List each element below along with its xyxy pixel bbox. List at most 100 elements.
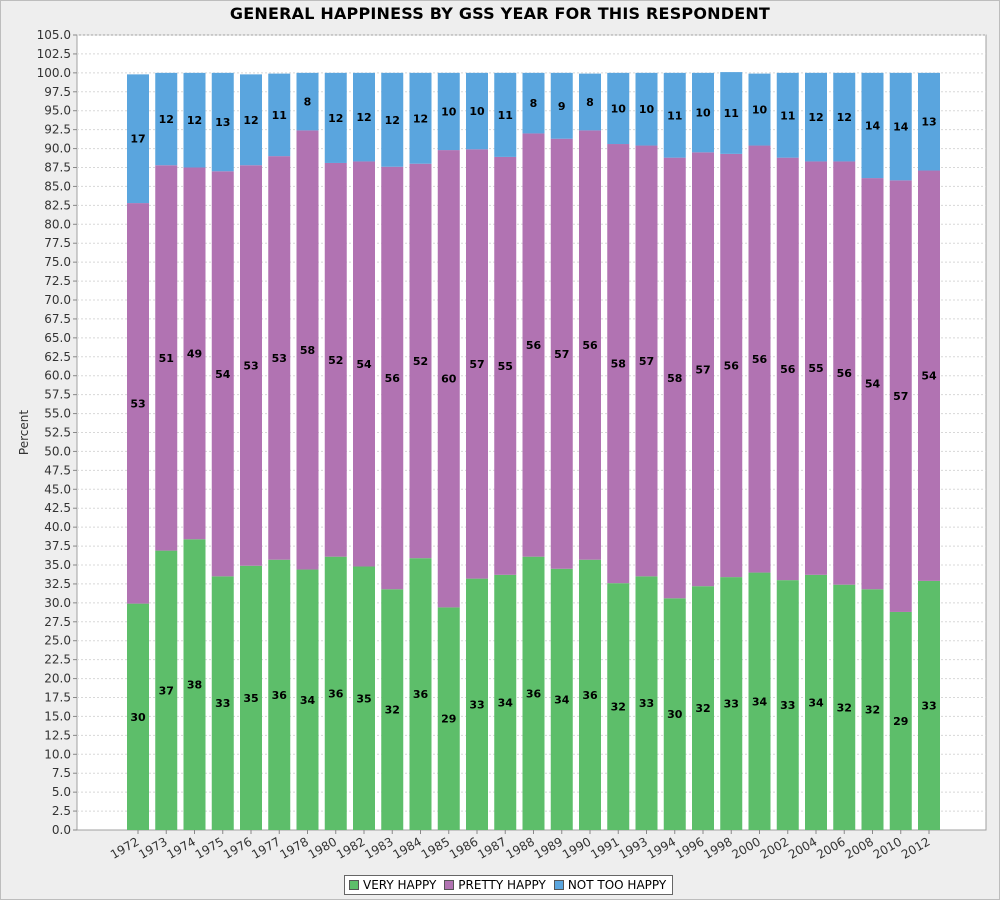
data-label-very-happy: 34: [808, 696, 824, 709]
data-label-pretty-happy: 57: [639, 355, 654, 368]
bar-pretty-happy: [296, 130, 319, 570]
bar-not-too-happy: [240, 74, 262, 166]
y-axis-label: Percent: [17, 410, 31, 455]
y-tick-label: 90.0: [44, 142, 71, 156]
x-tick-label: 1985: [419, 834, 452, 861]
y-tick-label: 7.5: [52, 766, 71, 780]
data-label-not-too-happy: 11: [667, 109, 682, 122]
legend-item-pretty-happy: PRETTY HAPPY: [444, 878, 546, 892]
legend: VERY HAPPY PRETTY HAPPY NOT TOO HAPPY: [344, 875, 674, 895]
data-label-not-too-happy: 14: [893, 121, 909, 134]
y-tick-label: 77.5: [44, 236, 71, 250]
x-tick-label: 1996: [673, 834, 706, 861]
data-label-pretty-happy: 57: [893, 390, 908, 403]
bar-not-too-happy: [607, 72, 630, 145]
bar-very-happy: [155, 550, 178, 830]
y-tick-label: 37.5: [44, 539, 71, 553]
data-label-pretty-happy: 58: [667, 372, 682, 385]
data-label-pretty-happy: 60: [441, 373, 457, 386]
bar-pretty-happy: [183, 167, 206, 540]
bar-pretty-happy: [776, 157, 799, 581]
x-tick-label: 1987: [475, 834, 508, 861]
bar-very-happy: [720, 577, 743, 830]
bar-not-too-happy: [748, 73, 771, 146]
bar-not-too-happy: [861, 72, 884, 179]
data-label-not-too-happy: 12: [385, 114, 400, 127]
bar-very-happy: [776, 580, 799, 830]
data-label-pretty-happy: 57: [554, 348, 569, 361]
data-label-pretty-happy: 57: [695, 363, 710, 376]
data-label-not-too-happy: 11: [780, 109, 795, 122]
bar-not-too-happy: [127, 74, 149, 204]
y-tick-label: 0.0: [52, 823, 71, 837]
legend-swatch-very-happy: [349, 880, 359, 890]
x-tick-label: 2004: [786, 834, 819, 861]
x-tick-label: 1977: [249, 834, 282, 861]
x-tick-label: 1975: [193, 834, 226, 861]
data-label-very-happy: 33: [780, 699, 795, 712]
x-tick-label: 2002: [758, 834, 791, 861]
data-label-pretty-happy: 54: [215, 368, 231, 381]
bar-not-too-happy: [833, 72, 856, 162]
data-label-not-too-happy: 8: [304, 96, 312, 109]
y-axis: 0.0 2.5 5.0 7.5 10.0 12.5 15.0 17.5 20.0 22.5 25.0…: [37, 28, 77, 837]
data-label-very-happy: 34: [498, 696, 514, 709]
data-label-pretty-happy: 58: [300, 344, 315, 357]
y-tick-label: 32.5: [44, 577, 71, 591]
x-tick-label: 1989: [532, 834, 565, 861]
bar-not-too-happy: [805, 72, 827, 162]
x-tick-label: 2010: [871, 834, 904, 861]
legend-label-pretty-happy: PRETTY HAPPY: [458, 878, 546, 892]
bar-very-happy: [127, 603, 149, 830]
y-tick-label: 25.0: [44, 634, 71, 648]
data-label-not-too-happy: 17: [130, 133, 145, 146]
bar-very-happy: [522, 556, 545, 830]
bar-very-happy: [692, 586, 714, 830]
bar-very-happy: [889, 611, 912, 830]
y-tick-label: 50.0: [44, 444, 71, 458]
y-tick-label: 80.0: [44, 217, 71, 231]
bar-pretty-happy: [550, 138, 573, 569]
bar-not-too-happy: [324, 72, 347, 163]
data-label-very-happy: 34: [554, 693, 570, 706]
x-tick-label: 2000: [730, 834, 763, 861]
bar-not-too-happy: [522, 72, 545, 134]
data-label-pretty-happy: 56: [724, 359, 740, 372]
data-label-pretty-happy: 52: [413, 355, 428, 368]
bar-not-too-happy: [211, 72, 234, 172]
data-label-pretty-happy: 56: [582, 339, 598, 352]
bar-not-too-happy: [466, 72, 488, 150]
y-tick-label: 72.5: [44, 274, 71, 288]
bar-pretty-happy: [240, 165, 262, 566]
bar-not-too-happy: [437, 72, 460, 151]
bar-very-happy: [579, 559, 601, 830]
bars-group: 30 53 17 37 51 12 38 49 12 33 54 13 35 53 12 36 53 11 34 58…: [127, 72, 940, 830]
data-label-not-too-happy: 12: [328, 112, 343, 125]
data-label-very-happy: 38: [187, 679, 202, 692]
bar-very-happy: [296, 569, 319, 830]
bar-not-too-happy: [918, 72, 940, 171]
x-tick-label: 1998: [701, 834, 734, 861]
bar-very-happy: [833, 584, 856, 830]
y-tick-label: 97.5: [44, 85, 71, 99]
data-label-very-happy: 36: [272, 689, 288, 702]
x-tick-label: 1988: [504, 834, 537, 861]
data-label-pretty-happy: 55: [808, 362, 823, 375]
y-tick-label: 65.0: [44, 331, 71, 345]
bar-pretty-happy: [522, 133, 545, 557]
bar-very-happy: [240, 565, 262, 830]
data-label-very-happy: 33: [469, 698, 484, 711]
data-label-pretty-happy: 49: [187, 347, 202, 360]
bar-not-too-happy: [579, 73, 601, 131]
legend-label-not-too-happy: NOT TOO HAPPY: [567, 878, 667, 892]
data-label-very-happy: 29: [441, 713, 456, 726]
data-label-pretty-happy: 55: [498, 360, 513, 373]
data-label-not-too-happy: 10: [441, 105, 457, 118]
legend-swatch-not-too-happy: [553, 880, 564, 890]
bar-very-happy: [663, 598, 686, 830]
data-label-not-too-happy: 10: [695, 107, 711, 120]
bar-very-happy: [805, 574, 827, 830]
bar-pretty-happy: [437, 150, 460, 608]
data-label-very-happy: 36: [413, 688, 429, 701]
data-label-not-too-happy: 12: [837, 111, 852, 124]
